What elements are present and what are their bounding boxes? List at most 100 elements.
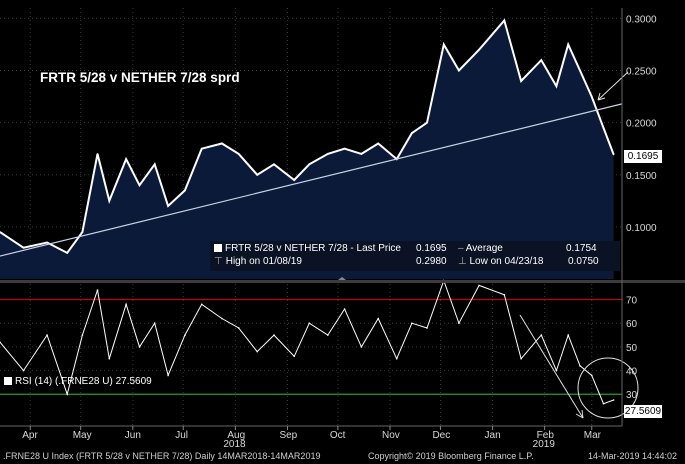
x-tick-label: Aug bbox=[227, 430, 245, 441]
legend-last-value: 0.1695 bbox=[416, 243, 447, 254]
rsi-panel bbox=[0, 279, 622, 405]
rsi-point bbox=[377, 317, 380, 320]
rsi-point bbox=[426, 327, 428, 329]
price-point bbox=[138, 184, 141, 186]
price-point bbox=[273, 163, 275, 166]
rsi-point bbox=[360, 346, 363, 348]
panel-separator bbox=[0, 280, 685, 283]
rsi-point bbox=[567, 334, 570, 336]
price-point bbox=[579, 69, 581, 72]
price-point bbox=[555, 85, 558, 87]
price-point bbox=[503, 19, 506, 22]
price-point bbox=[540, 59, 543, 61]
x-tick-label: Jul bbox=[175, 430, 188, 441]
rsi-point bbox=[411, 322, 413, 325]
rsi-point bbox=[153, 322, 156, 325]
rsi-point bbox=[256, 350, 259, 353]
price-tick-label: 0.1500 bbox=[626, 171, 657, 182]
chart-title: FRTR 5/28 v NETHER 7/28 sprd bbox=[40, 70, 240, 85]
rsi-point bbox=[108, 357, 111, 360]
high-marker-icon: ⊤ bbox=[214, 256, 223, 267]
legend-low-label: ⊥ Low on 04/23/18 bbox=[458, 256, 544, 267]
rsi-point bbox=[503, 294, 506, 296]
price-point bbox=[360, 153, 363, 155]
price-point bbox=[567, 43, 570, 46]
legend-row-series: FRTR 5/28 v NETHER 7/28 - Last Price bbox=[214, 243, 401, 254]
rsi-point bbox=[395, 357, 398, 360]
rsi-series-line bbox=[0, 279, 614, 405]
annotation-arrow-down bbox=[519, 314, 584, 419]
rsi-point bbox=[184, 334, 186, 336]
rsi-point bbox=[579, 365, 581, 367]
rsi-point bbox=[0, 341, 1, 343]
footer-security: .FRNE28 U Index (FRTR 5/28 v NETHER 7/28… bbox=[3, 451, 321, 461]
legend-low-value: 0.0750 bbox=[568, 256, 599, 267]
price-point bbox=[256, 173, 259, 176]
rsi-point bbox=[308, 322, 311, 325]
legend-high-value: 0.2980 bbox=[416, 256, 447, 267]
price-point bbox=[237, 153, 240, 155]
x-tick-label: May bbox=[73, 430, 92, 441]
price-point bbox=[200, 147, 203, 150]
legend-average-value: 0.1754 bbox=[566, 243, 597, 254]
annotation-arrowhead bbox=[597, 92, 606, 101]
price-point bbox=[125, 158, 127, 160]
price-point bbox=[612, 153, 615, 156]
price-point bbox=[411, 132, 413, 134]
annotations bbox=[519, 71, 639, 419]
rsi-point bbox=[343, 308, 346, 310]
price-tick-label: 0.3000 bbox=[626, 14, 657, 25]
rsi-point bbox=[167, 374, 169, 377]
x-tick-label: Sep bbox=[279, 430, 297, 441]
rsi-tick-label: 60 bbox=[626, 319, 638, 330]
price-point bbox=[343, 147, 346, 150]
rsi-point bbox=[590, 374, 593, 377]
price-point bbox=[184, 189, 186, 192]
rsi-point bbox=[540, 334, 543, 336]
price-point bbox=[293, 179, 295, 181]
rsi-point bbox=[327, 334, 329, 336]
price-tick-label: 0.2500 bbox=[626, 67, 657, 78]
price-point bbox=[426, 121, 428, 124]
rsi-point bbox=[22, 369, 25, 372]
price-point bbox=[66, 252, 69, 254]
rsi-point bbox=[612, 399, 615, 401]
rsi-tick-label: 70 bbox=[626, 296, 638, 307]
price-point bbox=[478, 48, 480, 51]
legend-row-high: ⊤ High on 01/08/19 bbox=[214, 256, 302, 267]
rsi-tick-label: 40 bbox=[626, 367, 638, 378]
rsi-point bbox=[200, 303, 203, 306]
x-tick-label: Nov bbox=[382, 430, 400, 441]
x-tick-label: Dec bbox=[432, 430, 450, 441]
price-point bbox=[520, 80, 522, 82]
rsi-tick-label: 30 bbox=[626, 390, 638, 401]
rsi-point bbox=[81, 334, 84, 336]
axes: 0.3000 0.2500 0.2000 0.1500 0.1000 70 60 50 40 30… bbox=[0, 8, 685, 450]
price-point bbox=[108, 200, 111, 202]
price-point bbox=[22, 246, 25, 249]
rsi-point bbox=[555, 369, 558, 372]
annotation-circle bbox=[577, 357, 639, 419]
rsi-tick-label: 50 bbox=[626, 343, 638, 354]
price-tick-label: 0.2000 bbox=[626, 119, 657, 130]
rsi-point bbox=[478, 284, 480, 287]
panel-splitter-handle bbox=[338, 277, 346, 280]
annotation-arrow-up bbox=[597, 71, 629, 101]
price-tick-label: 0.1000 bbox=[626, 223, 657, 234]
x-tick-label: Feb bbox=[537, 430, 555, 441]
rsi-last-label: 27.5609 bbox=[624, 405, 662, 418]
price-point bbox=[221, 142, 223, 145]
x-tick-label: Jun bbox=[125, 430, 141, 441]
rsi-point bbox=[458, 322, 460, 325]
legend-average-label: – Average bbox=[458, 243, 503, 254]
rsi-point bbox=[520, 357, 522, 360]
price-point bbox=[167, 205, 169, 207]
price-point bbox=[327, 153, 329, 155]
price-point bbox=[96, 153, 99, 155]
price-last-label: 0.1695 bbox=[624, 150, 662, 163]
rsi-point bbox=[66, 393, 69, 396]
x-year-label: 2019 bbox=[533, 439, 556, 450]
x-tick-label: Jan bbox=[485, 430, 501, 441]
price-area bbox=[0, 18, 623, 279]
footer-copyright: Copyright© 2019 Bloomberg Finance L.P. bbox=[368, 451, 534, 461]
